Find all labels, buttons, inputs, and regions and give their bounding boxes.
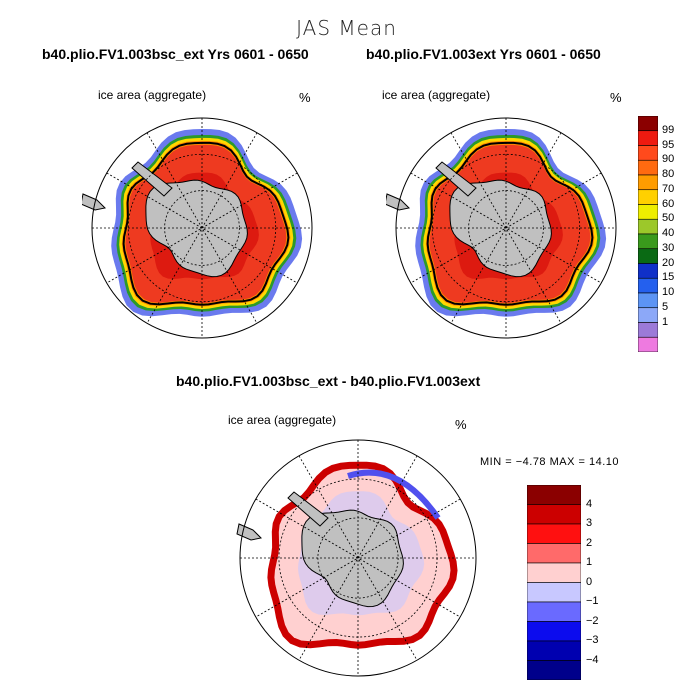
south-america-tip <box>82 193 107 211</box>
colorbar-tick-label: 70 <box>662 182 675 195</box>
min-label: MIN = <box>480 456 513 468</box>
meridian-line <box>106 172 298 284</box>
colorbar-tick-label: 5 <box>662 300 669 313</box>
colorbar-swatch <box>638 277 658 294</box>
colorbar-tick-label: 50 <box>662 212 675 225</box>
colorbar-tick-label: 40 <box>662 227 675 239</box>
colorbar-swatch <box>527 601 581 622</box>
max-value: 14.10 <box>589 456 620 468</box>
colorbar-tick-label: 30 <box>662 241 675 254</box>
colorbar-swatch <box>638 218 658 235</box>
colorbar-swatch <box>638 233 658 250</box>
colorbar-swatch <box>638 159 658 176</box>
colorbar-tick-label: 0 <box>586 575 593 588</box>
colorbar-swatch <box>638 307 658 323</box>
colorbar-tick-label: −2 <box>586 614 599 627</box>
diff-panel-variable: ice area (aggregate) <box>228 413 337 427</box>
colorbar-tick-label: 99 <box>662 123 675 136</box>
colorbar-swatch <box>527 640 581 661</box>
ice-edge-line <box>426 141 594 306</box>
main-colorbar <box>638 116 658 352</box>
diff-strong-positive-band <box>267 461 458 649</box>
latitude-circle-60 <box>431 153 581 303</box>
colorbar-tick-label: 3 <box>586 517 593 529</box>
colorbar-swatch <box>638 336 658 352</box>
panel2-variable: ice area (aggregate) <box>382 88 491 102</box>
map-boundary-circle <box>91 117 313 339</box>
panel1-polar-map <box>82 117 313 339</box>
diff-panel-unit: % <box>455 417 467 432</box>
colorbar-swatch <box>527 523 581 544</box>
meridian-line <box>298 455 418 661</box>
antarctic-peninsula <box>131 161 173 197</box>
meridian-line <box>255 498 461 618</box>
colorbar-tick-label: 95 <box>662 138 675 151</box>
map-boundary-circle <box>239 439 477 677</box>
diff-panel-title: b40.plio.FV1.003bsc_ext - b40.plio.FV1.0… <box>176 373 481 389</box>
max-label: MAX = <box>549 456 586 468</box>
colorbar-swatch <box>527 543 581 564</box>
diff-colorbar-ticks: 4 3 2 1 0 −1 −2 −3 −4 <box>584 485 614 680</box>
colorbar-swatch <box>527 582 581 603</box>
colorbar-swatch <box>527 660 581 680</box>
colorbar-swatch <box>638 145 658 161</box>
colorbar-swatch <box>638 292 658 309</box>
antarctic-peninsula <box>435 161 477 197</box>
colorbar-swatch <box>638 174 658 191</box>
south-america-tip <box>236 523 263 541</box>
antarctic-peninsula <box>287 491 329 527</box>
map-boundary-circle <box>395 117 617 339</box>
main-title: JAS Mean <box>296 16 397 40</box>
colorbar-tick-label: 10 <box>662 286 675 298</box>
colorbar-tick-label: −4 <box>586 653 599 666</box>
panel1-unit: % <box>299 90 311 105</box>
colorbar-swatch <box>638 263 658 279</box>
meridian-line <box>255 498 461 618</box>
diff-colorbar <box>527 485 581 680</box>
colorbar-tick-label: −1 <box>586 595 599 607</box>
colorbar-swatch <box>638 248 658 264</box>
colorbar-swatch <box>527 485 581 505</box>
colorbar-swatch <box>527 562 581 583</box>
main-colorbar-ticks: 99 95 90 80 70 60 50 40 30 20 15 10 5 1 <box>660 116 690 352</box>
panel2-title: b40.plio.FV1.003ext Yrs 0601 - 0650 <box>366 46 601 62</box>
colorbar-swatch <box>638 116 658 132</box>
colorbar-tick-label: 60 <box>662 197 675 210</box>
panel2-unit: % <box>610 90 622 105</box>
colorbar-swatch <box>638 189 658 205</box>
south-america-tip <box>386 193 411 211</box>
colorbar-tick-label: 2 <box>586 536 593 549</box>
colorbar-tick-label: 15 <box>662 271 675 284</box>
colorbar-swatch <box>527 621 581 642</box>
panel1-variable: ice area (aggregate) <box>98 88 207 102</box>
meridian-line <box>410 172 602 284</box>
colorbar-tick-label: 80 <box>662 168 675 180</box>
colorbar-swatch <box>527 504 581 525</box>
colorbar-swatch <box>638 130 658 146</box>
min-value: −4.78 <box>515 456 547 468</box>
colorbar-tick-label: 4 <box>586 497 593 510</box>
diff-polar-map <box>236 439 477 677</box>
colorbar-swatch <box>638 322 658 338</box>
min-max-readout: MIN = −4.78 MAX = 14.10 <box>480 456 619 468</box>
latitude-circle-60 <box>127 153 277 303</box>
panel2-polar-map <box>386 117 617 339</box>
diff-negative-band <box>347 469 441 520</box>
colorbar-tick-label: 20 <box>662 256 675 269</box>
panel1-title: b40.plio.FV1.003bsc_ext Yrs 0601 - 0650 <box>42 46 309 62</box>
colorbar-tick-label: −3 <box>586 634 599 646</box>
colorbar-tick-label: 1 <box>586 556 593 568</box>
colorbar-swatch <box>638 204 658 220</box>
colorbar-tick-label: 90 <box>662 153 675 166</box>
ice-edge-line <box>122 141 290 306</box>
colorbar-tick-label: 1 <box>662 315 669 328</box>
